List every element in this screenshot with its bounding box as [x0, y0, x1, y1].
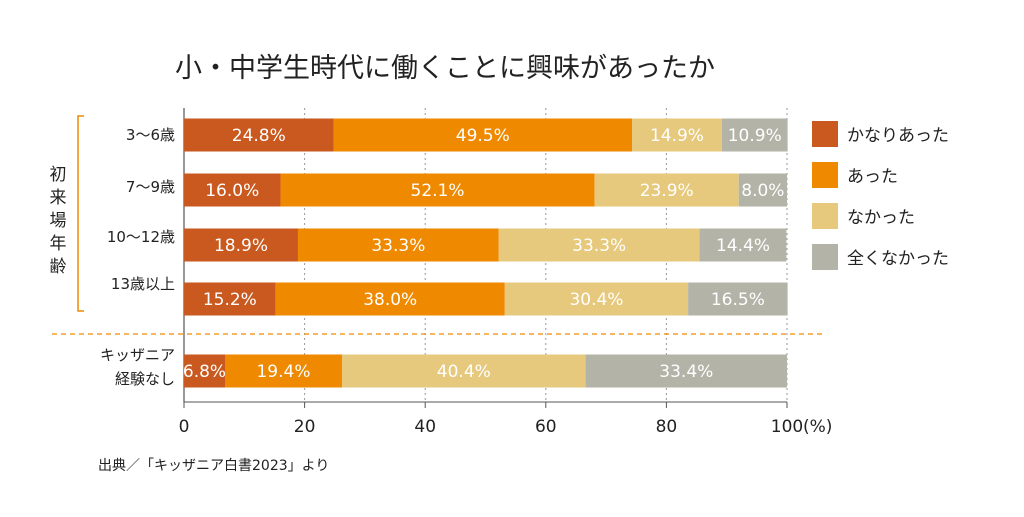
bar-segment [184, 282, 276, 316]
legend-swatch [812, 162, 838, 188]
group-label-char: 場 [50, 211, 67, 231]
data-label: 10.9% [728, 126, 782, 146]
bar-segment [184, 228, 298, 262]
chart-title: 小・中学生時代に働くことに興味があったか [175, 53, 715, 84]
bar-segment [225, 354, 342, 388]
bars: 24.8% 49.5% 14.9% 10.9% 16.0% 52.1% 23.9% 8.0% 1… [183, 118, 788, 388]
data-label: 14.9% [650, 126, 704, 146]
group-label-char: 年 [50, 234, 67, 254]
data-label: 18.9% [214, 236, 268, 256]
x-tick-label: 60 [535, 417, 557, 437]
bar-segment [498, 228, 700, 262]
category-label: 3〜6歳 [126, 126, 175, 144]
data-label: 33.3% [572, 236, 626, 256]
bar-segment [184, 173, 281, 207]
data-label: 14.4% [716, 236, 770, 256]
group-bracket-line [77, 115, 84, 312]
group-label-char: 齢 [50, 257, 67, 277]
category-label: 10〜12歳 [107, 228, 175, 246]
category-label: 13歳以上 [111, 275, 175, 293]
data-label: 38.0% [363, 290, 417, 310]
data-label: 8.0% [741, 181, 784, 201]
data-label: 15.2% [203, 290, 257, 310]
category-label: キッザニア [100, 346, 175, 364]
bar-segment [688, 282, 788, 316]
bar-segment [632, 118, 722, 152]
bar-segment [594, 173, 739, 207]
bar-segment [184, 118, 334, 152]
bar-segment [184, 354, 226, 388]
bar-segment [333, 118, 633, 152]
category-label: 経験なし [115, 370, 175, 388]
x-tick-label: 40 [414, 417, 436, 437]
legend-swatch [812, 203, 838, 229]
bar-segment [341, 354, 586, 388]
data-label: 49.5% [456, 126, 510, 146]
x-tick-label: 0 [179, 417, 190, 437]
data-label: 24.8% [232, 126, 286, 146]
x-unit-label: (%) [803, 417, 832, 437]
bar-segment [721, 118, 788, 152]
x-tick-label: 20 [294, 417, 316, 437]
data-label: 33.3% [371, 236, 425, 256]
data-label: 33.4% [659, 362, 713, 382]
data-label: 52.1% [411, 181, 465, 201]
data-label: 30.4% [569, 290, 623, 310]
x-tick-label: 100 [771, 417, 803, 437]
legend-label: なかった [847, 208, 915, 228]
bar-segment [504, 282, 689, 316]
group-label-char: 初 [50, 165, 67, 185]
legend-label: あった [847, 167, 898, 187]
category-label: 7〜9歳 [126, 178, 175, 196]
group-label-char: 来 [50, 188, 67, 208]
x-tick-label: 80 [656, 417, 678, 437]
legend-swatch [812, 244, 838, 270]
legend-label: かなりあった [847, 126, 949, 146]
data-label: 23.9% [640, 181, 694, 201]
data-label: 6.8% [183, 362, 226, 382]
bar-segment [280, 173, 595, 207]
data-label: 16.5% [711, 290, 765, 310]
x-axis: 0 20 40 60 80 100 (%) [179, 401, 832, 437]
data-label: 16.0% [205, 181, 259, 201]
bar-segment [738, 173, 787, 207]
legend-label: 全くなかった [847, 249, 949, 269]
data-label: 19.4% [256, 362, 310, 382]
bar-segment [297, 228, 499, 262]
data-label: 40.4% [437, 362, 491, 382]
bar-segment [585, 354, 787, 388]
legend-swatch [812, 121, 838, 147]
source-note: 出典／「キッザニア白書2023」より [98, 458, 329, 474]
bar-segment [699, 228, 787, 262]
bar-segment [275, 282, 505, 316]
